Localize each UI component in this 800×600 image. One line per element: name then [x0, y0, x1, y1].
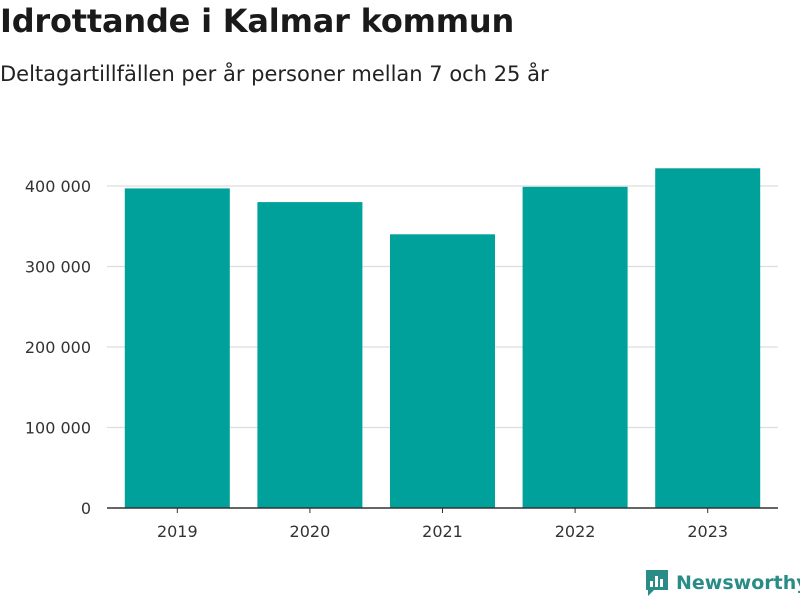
x-tick-label: 2021 [422, 522, 463, 541]
x-tick-label: 2023 [687, 522, 728, 541]
bar [522, 186, 628, 508]
chart-subtitle: Deltagartillfällen per år personer mella… [0, 62, 549, 86]
y-tick-label: 300 000 [25, 258, 91, 277]
x-tick-label: 2022 [555, 522, 596, 541]
x-tick-label: 2020 [290, 522, 331, 541]
y-tick-label: 200 000 [25, 338, 91, 357]
chart-title: Idrottande i Kalmar kommun [0, 2, 515, 40]
brand-logo: Newsworthy [644, 568, 800, 598]
y-tick-label: 400 000 [25, 177, 91, 196]
bar [390, 234, 495, 509]
bar [655, 168, 761, 509]
bar [124, 188, 230, 509]
y-tick-label: 100 000 [25, 419, 91, 438]
y-tick-label: 0 [81, 499, 91, 518]
brand-name: Newsworthy [676, 572, 800, 594]
newsworthy-logo-icon [646, 570, 668, 596]
bar [257, 202, 363, 508]
x-tick-label: 2019 [157, 522, 198, 541]
